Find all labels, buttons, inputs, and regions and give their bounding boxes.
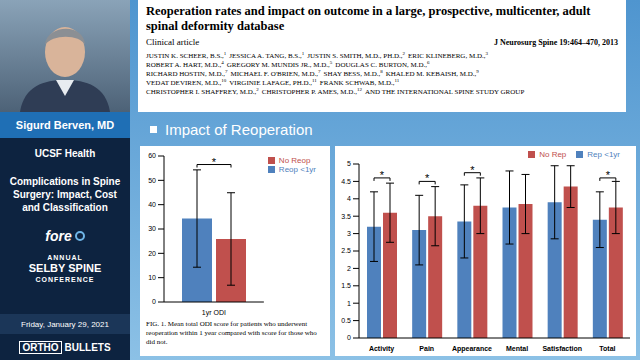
html-text:UCSF Health: UCSF Health <box>34 148 96 159</box>
html-text:BULLETS: BULLETS <box>64 341 111 353</box>
svg-text:5: 5 <box>347 160 351 167</box>
html-text:FIG. 1. Mean total ODI score f: FIG. 1. Mean total ODI score for patient… <box>146 320 317 346</box>
svg-text:30: 30 <box>148 225 156 232</box>
svg-text:Activity: Activity <box>369 345 394 353</box>
svg-text:2.5: 2.5 <box>341 247 351 254</box>
svg-text:*: * <box>425 172 430 184</box>
svg-text:0: 0 <box>152 298 156 305</box>
html-text:fore: fore <box>45 228 72 244</box>
html-text:ANNUAL: ANNUAL <box>47 254 83 261</box>
svg-text:4: 4 <box>347 195 351 202</box>
html-text:CHRISTOPHER I. SHAFFREY, M.D.,: CHRISTOPHER I. SHAFFREY, M.D.,2 CHRISTOP… <box>146 86 525 96</box>
html-text:RICHARD HOSTIN, M.D.,7 MICHAEL: RICHARD HOSTIN, M.D.,7 MICHAEL F. O'BRIE… <box>146 68 479 78</box>
html-text:Friday, January 29, 2021: Friday, January 29, 2021 <box>21 319 109 329</box>
html-text:J Neurosurg Spine 19:464–470,: J Neurosurg Spine 19:464–470, 2013 <box>493 38 618 47</box>
html-text:Impact of Reoperation: Impact of Reoperation <box>165 120 313 138</box>
html-text:CONFERENCE: CONFERENCE <box>35 276 95 283</box>
html-text:No Rep: No Rep <box>539 150 567 159</box>
html-text:ROBERT A. HART, M.D.,4 GREGORY: ROBERT A. HART, M.D.,4 GREGORY M. MUNDIS… <box>146 59 430 69</box>
svg-text:*: * <box>470 164 475 176</box>
svg-text:Satisfaction: Satisfaction <box>542 345 582 352</box>
svg-text:*: * <box>212 156 217 168</box>
html-text:ERIC KLINEBERG, M.D.,3: ERIC KLINEBERG, M.D.,3 <box>408 50 488 60</box>
html-text:Clinical article: Clinical article <box>146 37 200 47</box>
svg-text:Mental: Mental <box>506 345 528 352</box>
svg-text:1yr ODI: 1yr ODI <box>202 309 226 317</box>
svg-text:*: * <box>380 169 385 181</box>
svg-text:20: 20 <box>148 250 156 257</box>
svg-text:3: 3 <box>347 230 351 237</box>
svg-text:1.5: 1.5 <box>341 282 351 289</box>
html-text:Sigurd Berven, MD: Sigurd Berven, MD <box>15 119 115 131</box>
svg-text:60: 60 <box>148 152 156 159</box>
html-text:No Reop: No Reop <box>278 156 311 165</box>
svg-text:3.5: 3.5 <box>341 213 351 220</box>
svg-text:*: * <box>606 169 611 181</box>
html-text:VEDAT DEVIREN, M.D.,10 VIRGINI: VEDAT DEVIREN, M.D.,10 VIRGINIE LAFAGE, … <box>146 77 400 87</box>
svg-text:Total: Total <box>599 345 615 352</box>
html-text:Rep <1yr: Rep <1yr <box>587 150 620 159</box>
html-text:JUSTIN K. SCHEER, B.S.,1 JESSI: JUSTIN K. SCHEER, B.S.,1 JESSICA A. TANG… <box>146 50 405 60</box>
svg-text:10: 10 <box>148 274 156 281</box>
svg-text:Pain: Pain <box>419 345 434 352</box>
svg-text:1: 1 <box>347 300 351 307</box>
html-text:Reop <1yr: Reop <1yr <box>278 165 316 174</box>
svg-text:0.5: 0.5 <box>341 317 351 324</box>
svg-text:40: 40 <box>148 201 156 208</box>
html-text:Reoperation rates and impact o: Reoperation rates and impact on outcome … <box>146 4 591 33</box>
html-text:Complications in Spine Surgery: Complications in Spine Surgery: Impact, … <box>9 176 121 213</box>
html-text:ORTHO: ORTHO <box>22 341 59 353</box>
svg-text:2: 2 <box>347 265 351 272</box>
html-text:SELBY SPINE: SELBY SPINE <box>28 262 102 274</box>
svg-text:0: 0 <box>347 334 351 341</box>
svg-text:4.5: 4.5 <box>341 178 351 185</box>
svg-text:50: 50 <box>148 177 156 184</box>
svg-text:Appearance: Appearance <box>452 345 492 353</box>
